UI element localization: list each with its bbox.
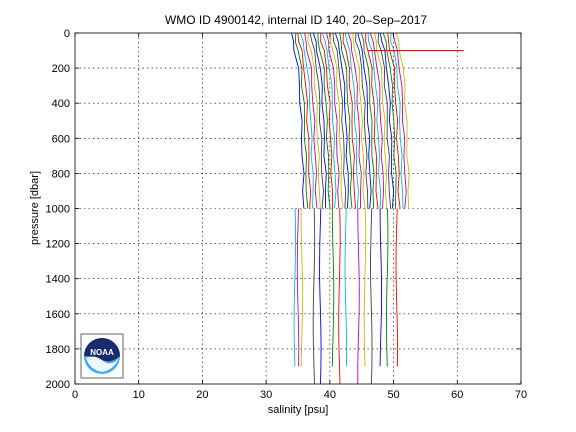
salinity-profile-line [377,32,392,209]
salinity-profile-line [334,32,349,209]
y-tick-label: 400 [52,98,70,110]
deep-profile-line [395,208,398,367]
x-tick-label: 0 [72,389,78,401]
deep-profile-line [344,208,348,367]
salinity-profile-line [395,32,410,209]
y-tick-label: 1600 [46,309,70,321]
salinity-profile-line [342,32,356,209]
salinity-profile-line [344,32,359,209]
deep-profile-line [319,208,322,385]
salinity-profile-line [294,32,309,209]
salinity-profile-line [387,32,401,209]
salinity-profile-line [299,32,314,209]
deep-profile-line [338,208,341,385]
salinity-profile-line [347,32,362,209]
salinity-profile-line [309,32,324,209]
salinity-profile-line [367,32,382,209]
salinity-profile-line [320,33,334,209]
salinity-profile-line [304,32,318,209]
salinity-profile-line [357,32,372,209]
y-tick-label: 600 [52,133,70,145]
deep-profile-line [331,208,335,367]
deep-profile-line [312,208,316,385]
deep-profile-line [300,208,304,367]
x-tick-label: 60 [451,389,463,401]
salinity-profile-line [382,32,397,209]
chart-title: WMO ID 4900142, internal ID 140, 20–Sep–… [165,13,427,27]
deep-profile-line [370,208,373,385]
salinity-profile-line [365,32,379,209]
salinity-profile-line [312,32,327,209]
x-tick-label: 10 [133,389,145,401]
deep-profile-line [363,208,367,367]
plot-frame [74,32,522,385]
salinity-profile-line [355,32,369,209]
deep-profile-line [386,208,389,367]
salinity-profile-line [374,32,388,209]
y-axis-label: pressure [dbar] [29,171,41,245]
salinity-profile-line [317,32,331,209]
y-tick-label: 1800 [46,344,70,356]
axis-ticks: 0 10 20 30 40 50 60 70 0 200 400 600 800 1000 1200 1400… [46,28,528,401]
salinity-profile-line [326,32,340,209]
noaa-logo: NOAA [80,333,124,379]
noaa-logo-wave [86,356,119,372]
salinity-profile-line [390,32,404,209]
salinity-profile-line [291,32,305,209]
noaa-logo-dark-half [84,338,120,362]
x-tick-label: 20 [196,389,208,401]
y-tick-label: 0 [64,28,70,40]
x-tick-label: 70 [515,389,527,401]
salinity-profile-line [322,32,337,209]
y-tick-label: 1200 [46,239,70,251]
x-tick-label: 30 [260,389,272,401]
deep-profile-line [293,208,297,367]
deep-profile-line [379,208,383,367]
salinity-profile-line [352,32,366,209]
y-tick-label: 1400 [46,274,70,286]
deep-profile-line [296,208,300,367]
salinity-profile-line [369,32,384,209]
salinity-profile-line [360,32,375,209]
salinity-profile-line [332,32,347,209]
salinity-profile-line [379,32,395,209]
x-tick-label: 50 [387,389,399,401]
x-tick-label: 40 [324,389,336,401]
x-axis-label: salinity [psu] [268,404,329,416]
profile-lines [291,32,464,385]
noaa-logo-text: NOAA [90,348,114,357]
y-tick-label: 2000 [46,379,70,391]
deep-profile-line [357,208,360,384]
y-tick-label: 1000 [46,204,70,216]
salinity-profile-line [297,32,312,209]
salinity-profile-line [392,32,407,209]
y-tick-label: 800 [52,168,70,180]
salinity-profile-line [307,32,321,209]
y-tick-label: 200 [52,63,70,75]
grid-lines [75,33,521,384]
salinity-profile-line [330,32,344,209]
salinity-profile-line [339,32,353,209]
